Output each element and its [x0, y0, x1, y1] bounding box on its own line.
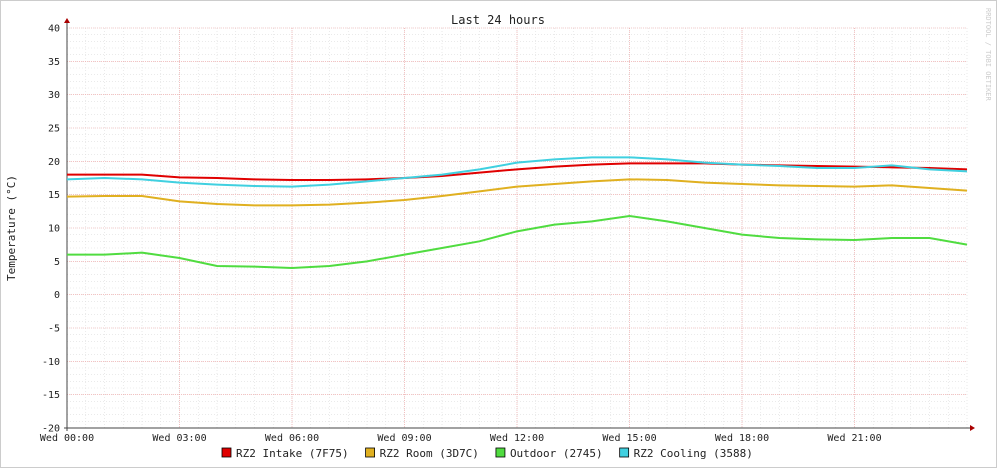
- y-tick-label: 35: [48, 57, 60, 68]
- series-line: [66, 178, 968, 207]
- legend-swatch: [365, 447, 375, 458]
- y-tick-label: 40: [48, 24, 60, 35]
- legend-label: Outdoor (2745): [510, 447, 603, 460]
- legend-label: RZ2 Room (3D7C): [380, 447, 479, 460]
- axis-arrow: [64, 18, 70, 23]
- x-tick-label: Wed 09:00: [377, 433, 431, 444]
- legend-label: RZ2 Intake (7F75): [236, 447, 349, 460]
- legend-swatch: [619, 447, 630, 458]
- y-tick-label: 10: [48, 224, 60, 235]
- watermark: RRDTOOL / TOBI OETIKER: [984, 8, 992, 102]
- series-line: [67, 162, 968, 181]
- y-axis-label: Temperature (°C): [5, 175, 18, 281]
- x-tick-label: Wed 12:00: [490, 433, 544, 444]
- y-tick-label: -10: [42, 357, 60, 368]
- x-tick-label: Wed 03:00: [152, 433, 206, 444]
- x-tick-label: Wed 06:00: [265, 433, 319, 444]
- x-tick-label: Wed 18:00: [715, 433, 769, 444]
- legend-swatch: [495, 447, 506, 458]
- y-tick-label: 20: [48, 157, 60, 168]
- x-tick-label: Wed 15:00: [602, 433, 656, 444]
- y-tick-label: 25: [48, 124, 60, 135]
- legend-swatch: [221, 447, 232, 458]
- chart-title: Last 24 hours: [451, 13, 545, 27]
- y-tick-label: 5: [54, 257, 60, 268]
- axis-arrow: [970, 425, 975, 431]
- series-line: [67, 214, 968, 270]
- y-tick-label: 15: [48, 190, 60, 201]
- y-tick-label: 0: [54, 290, 60, 301]
- y-tick-label: -15: [42, 390, 60, 401]
- legend-label: RZ2 Cooling (3588): [634, 447, 753, 460]
- y-tick-label: -20: [42, 424, 60, 435]
- x-tick-label: Wed 00:00: [40, 433, 94, 444]
- series-line: [66, 156, 968, 188]
- y-tick-label: 30: [48, 90, 60, 101]
- x-tick-label: Wed 21:00: [827, 433, 881, 444]
- y-tick-label: -5: [48, 324, 60, 335]
